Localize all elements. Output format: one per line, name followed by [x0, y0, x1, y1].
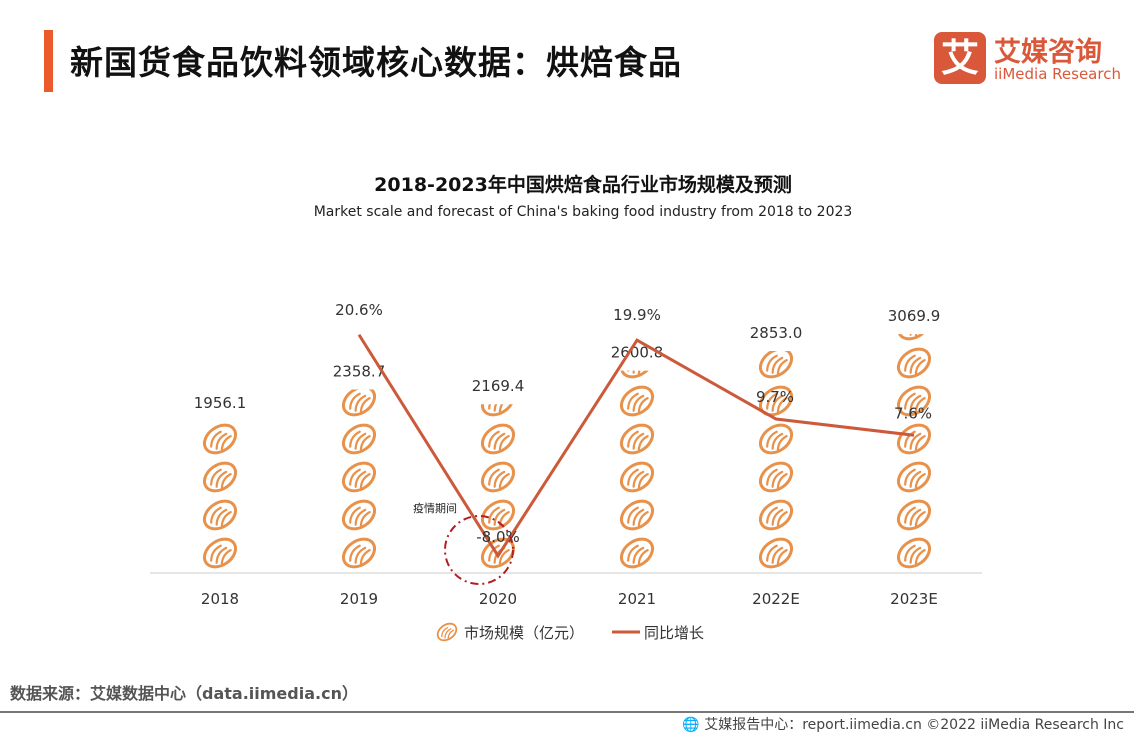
line-label: -8.0% [476, 528, 520, 546]
chart-subtitle: Market scale and forecast of China's bak… [313, 204, 853, 220]
bread-icon [475, 417, 521, 461]
chart-title: 2018-2023年中国烘焙食品行业市场规模及预测 [374, 174, 792, 196]
growth-line [357, 333, 915, 559]
bread-icon [753, 417, 799, 461]
legend-bars: 市场规模（亿元） [464, 624, 584, 642]
bar-label: 3069.9 [888, 307, 941, 325]
logo: 艾 艾媒咨询 iiMedia Research [934, 32, 1121, 86]
line-label: 7.6% [894, 404, 932, 422]
bar-label: 2358.7 [333, 362, 386, 380]
bread-icon [891, 493, 937, 537]
bar-2022E [753, 351, 799, 573]
x-tick-label: 2019 [340, 590, 378, 608]
bread-icon [336, 493, 382, 537]
bread-icon [614, 493, 660, 537]
bread-icon [197, 531, 243, 574]
bread-icon [336, 417, 382, 461]
logo-en: iiMedia Research [994, 65, 1121, 83]
bread-icon [336, 455, 382, 499]
footer-divider [0, 711, 1134, 713]
line-label: 20.6% [335, 301, 383, 319]
line-label: 19.9% [613, 306, 661, 324]
bread-icon [614, 417, 660, 461]
bread-icon [753, 531, 799, 573]
bar-2021 [614, 370, 660, 573]
bread-icon [197, 455, 243, 499]
bread-icon [891, 417, 937, 461]
bread-icon [614, 531, 660, 573]
legend-line: 同比增长 [644, 624, 704, 642]
bread-icon [753, 455, 799, 499]
bar-label: 2169.4 [472, 377, 525, 395]
bar-label: 2600.8 [611, 344, 664, 362]
page-title: 新国货食品饮料领域核心数据：烘焙食品 [70, 43, 682, 82]
x-tick-label: 2022E [752, 590, 800, 608]
bread-icon [753, 493, 799, 537]
bread-icon [197, 493, 243, 537]
x-tick-label: 2023E [890, 590, 938, 608]
line-label: 9.7% [756, 388, 794, 406]
globe-icon: 🌐 [682, 717, 705, 733]
logo-cn: 艾媒咨询 [994, 37, 1102, 68]
bar-2023E [891, 334, 937, 573]
footer-credit-text: 艾媒报告中心：report.iimedia.cn ©2022 iiMedia R… [704, 717, 1124, 733]
x-tick-label: 2018 [201, 590, 239, 608]
title-accent-bar [44, 30, 53, 92]
bread-icon [336, 531, 382, 573]
bread-icon [197, 420, 243, 461]
bread-icon [891, 455, 937, 499]
bar-label: 1956.1 [194, 394, 247, 412]
bread-icon [753, 351, 799, 385]
data-source: 数据来源：艾媒数据中心（data.iimedia.cn） [10, 684, 358, 703]
bread-icon [614, 455, 660, 499]
logo-mark: 艾 [934, 32, 986, 84]
bread-icon [891, 341, 937, 385]
bread-icon [336, 389, 382, 423]
bar-label: 2853.0 [750, 324, 803, 342]
x-tick-label: 2021 [618, 590, 656, 608]
footer-credit: 🌐 艾媒报告中心：report.iimedia.cn ©2022 iiMedia… [682, 714, 1124, 734]
x-tick-label: 2020 [479, 590, 517, 608]
bread-icon [614, 379, 660, 423]
bread-icon [475, 455, 521, 499]
bread-icon [891, 531, 937, 573]
annotation-circle [444, 515, 514, 585]
annotation-text: 疫情期间 [413, 501, 457, 515]
legend-bread-icon [433, 619, 461, 645]
